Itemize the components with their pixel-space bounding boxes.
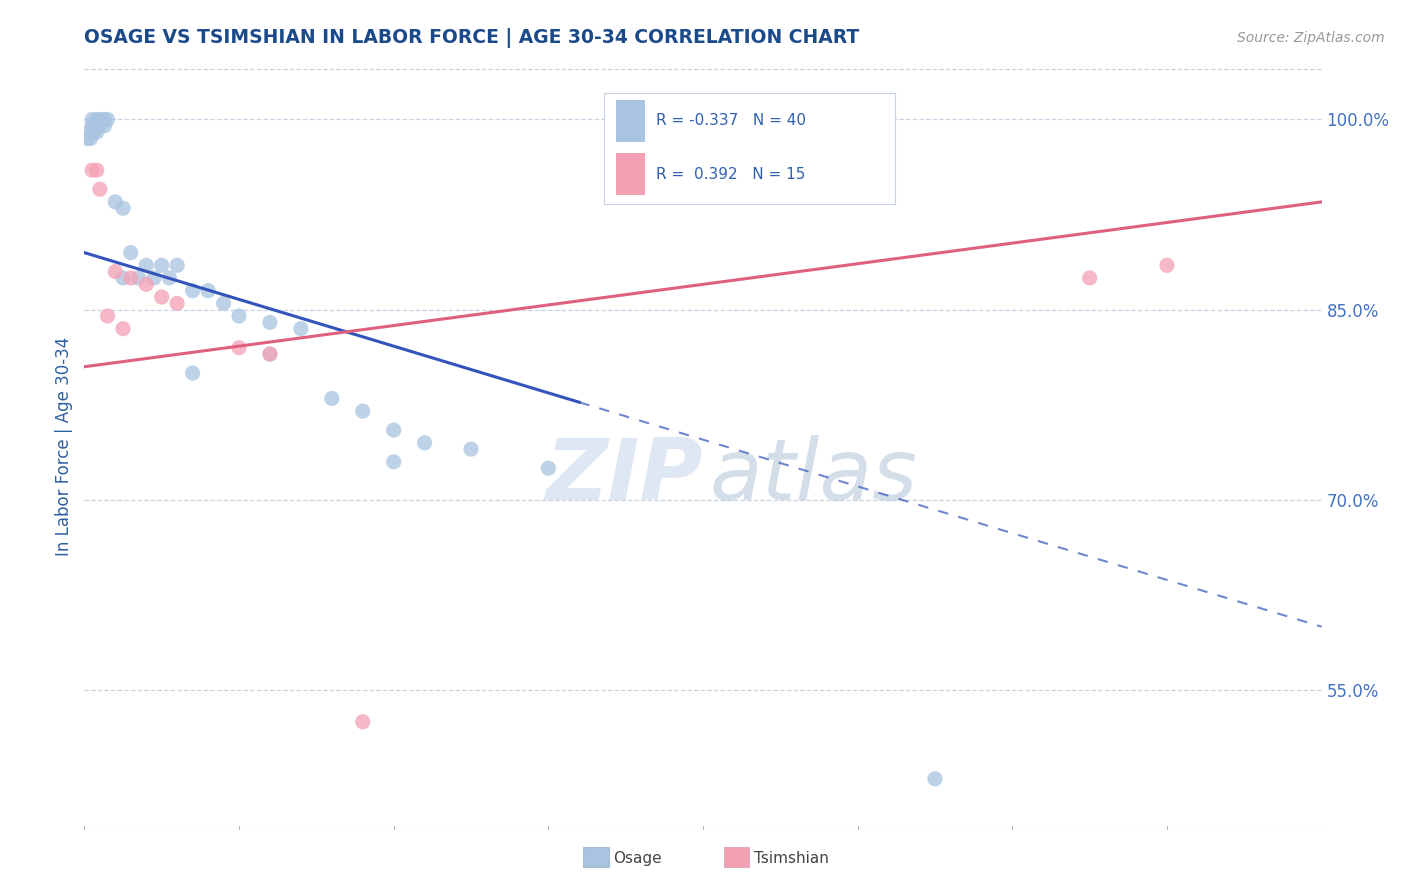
Point bbox=[1156, 258, 1178, 272]
Point bbox=[382, 423, 405, 437]
Point bbox=[89, 112, 111, 127]
Point bbox=[143, 271, 166, 285]
Point bbox=[382, 455, 405, 469]
Point bbox=[413, 435, 436, 450]
Point bbox=[159, 271, 180, 285]
Point bbox=[86, 119, 108, 133]
Point bbox=[181, 284, 204, 298]
Text: Source: ZipAtlas.com: Source: ZipAtlas.com bbox=[1237, 31, 1385, 45]
Y-axis label: In Labor Force | Age 30-34: In Labor Force | Age 30-34 bbox=[55, 336, 73, 556]
Point bbox=[89, 119, 111, 133]
Text: OSAGE VS TSIMSHIAN IN LABOR FORCE | AGE 30-34 CORRELATION CHART: OSAGE VS TSIMSHIAN IN LABOR FORCE | AGE … bbox=[84, 28, 859, 48]
Point bbox=[83, 125, 105, 139]
Point bbox=[127, 271, 149, 285]
Point bbox=[82, 163, 104, 178]
Point bbox=[112, 271, 135, 285]
Point bbox=[259, 347, 281, 361]
Point bbox=[112, 322, 135, 336]
Point bbox=[76, 131, 98, 145]
Text: atlas: atlas bbox=[709, 435, 917, 518]
Point bbox=[89, 182, 111, 196]
Point bbox=[460, 442, 482, 457]
Point bbox=[104, 194, 127, 209]
Point bbox=[924, 772, 946, 786]
Point bbox=[537, 461, 560, 475]
Point bbox=[120, 271, 142, 285]
Text: Osage: Osage bbox=[613, 851, 662, 865]
Point bbox=[259, 315, 281, 329]
Point bbox=[86, 163, 108, 178]
Point bbox=[290, 322, 312, 336]
Point bbox=[197, 284, 219, 298]
Point bbox=[96, 309, 118, 323]
Point bbox=[259, 347, 281, 361]
Point bbox=[112, 201, 135, 215]
Point bbox=[82, 119, 104, 133]
Point bbox=[96, 112, 118, 127]
Point bbox=[93, 112, 115, 127]
Point bbox=[77, 125, 100, 139]
Point bbox=[79, 131, 101, 145]
Text: ZIP: ZIP bbox=[546, 435, 703, 518]
Point bbox=[150, 290, 173, 304]
Point bbox=[228, 309, 250, 323]
Point bbox=[93, 119, 115, 133]
Text: Tsimshian: Tsimshian bbox=[754, 851, 828, 865]
Point bbox=[135, 277, 157, 292]
Point bbox=[86, 125, 108, 139]
Point bbox=[86, 112, 108, 127]
Point bbox=[1078, 271, 1101, 285]
Point bbox=[166, 258, 188, 272]
Point bbox=[104, 265, 127, 279]
Point bbox=[212, 296, 235, 310]
Point bbox=[150, 258, 173, 272]
Point bbox=[352, 714, 374, 729]
Point bbox=[166, 296, 188, 310]
Point bbox=[181, 366, 204, 380]
Point bbox=[120, 245, 142, 260]
Point bbox=[321, 392, 343, 406]
Point bbox=[135, 258, 157, 272]
Point bbox=[82, 112, 104, 127]
Point bbox=[352, 404, 374, 418]
Point bbox=[228, 341, 250, 355]
